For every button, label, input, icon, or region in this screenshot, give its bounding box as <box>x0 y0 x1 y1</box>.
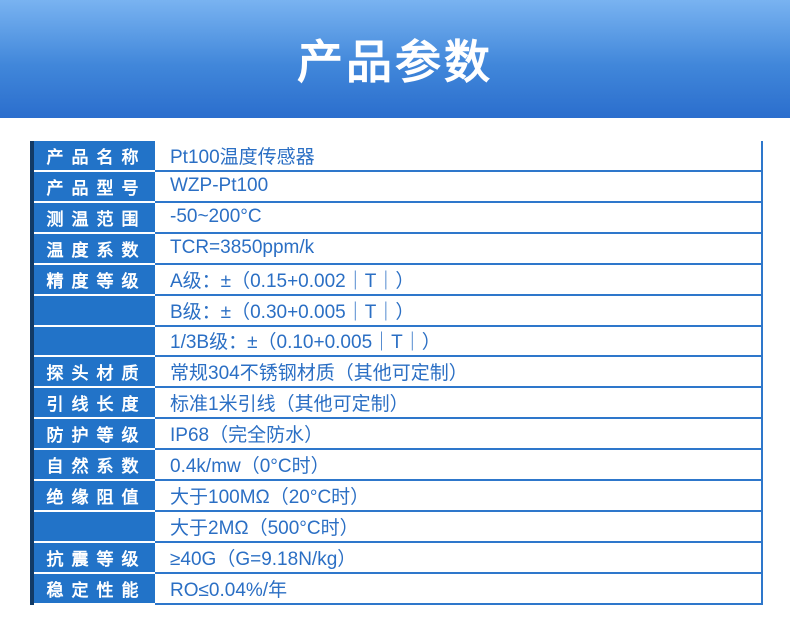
spec-value-cell: IP68（完全防水） <box>155 419 763 451</box>
table-row: 防护等级 IP68（完全防水） <box>30 419 763 451</box>
spec-label-cell: 温度系数 <box>30 233 155 263</box>
table-row: 1/3B级：±（0.10+0.005｜T｜） <box>30 326 763 358</box>
spec-label-cell: 测温范围 <box>30 202 155 232</box>
spec-value-cell: 大于2MΩ（500°C时） <box>155 512 763 543</box>
spec-label-cell <box>30 512 155 541</box>
table-right-border <box>761 141 763 605</box>
spec-label-cell: 精度等级 <box>30 264 155 294</box>
spec-label-cell <box>30 295 155 325</box>
spec-value-cell: WZP-Pt100 <box>155 172 763 203</box>
table-row: 产品名称 Pt100温度传感器 <box>30 141 763 172</box>
table-row: 探头材质 常规304不锈钢材质（其他可定制） <box>30 357 763 389</box>
spec-value-cell: Pt100温度传感器 <box>155 141 763 172</box>
table-row: 精度等级 A级：±（0.15+0.002｜T｜） <box>30 264 763 296</box>
spec-value-cell: RO≤0.04%/年 <box>155 574 763 605</box>
spec-label-cell: 绝缘阻值 <box>30 481 155 511</box>
spec-label-cell: 自然系数 <box>30 450 155 480</box>
spec-value-cell: B级：±（0.30+0.005｜T｜） <box>155 296 763 327</box>
spec-label-cell: 防护等级 <box>30 419 155 449</box>
page-title: 产品参数 <box>297 36 493 88</box>
table-row: 引线长度 标准1米引线（其他可定制） <box>30 388 763 420</box>
table-left-accent-bar <box>30 141 34 605</box>
table-row: 稳定性能 RO≤0.04%/年 <box>30 573 763 605</box>
spec-label-cell: 探头材质 <box>30 357 155 387</box>
spec-label-cell: 产品型号 <box>30 171 155 201</box>
spec-label-cell <box>30 326 155 356</box>
table-row: 大于2MΩ（500°C时） <box>30 512 763 543</box>
spec-label-cell: 产品名称 <box>30 141 155 170</box>
spec-value-cell: 大于100MΩ（20°C时） <box>155 481 763 513</box>
spec-value-cell: 标准1米引线（其他可定制） <box>155 388 763 420</box>
spec-label-cell: 抗震等级 <box>30 542 155 572</box>
spec-value-cell: 1/3B级：±（0.10+0.005｜T｜） <box>155 327 763 358</box>
header-banner: 产品参数 <box>0 0 790 118</box>
table-row: 抗震等级 ≥40G（G=9.18N/kg） <box>30 542 763 574</box>
table-row: 测温范围 -50~200°C <box>30 202 763 234</box>
spec-label-cell: 稳定性能 <box>30 573 155 603</box>
table-row: 温度系数 TCR=3850ppm/k <box>30 233 763 265</box>
table-row: 绝缘阻值 大于100MΩ（20°C时） <box>30 481 763 513</box>
spec-value-cell: A级：±（0.15+0.002｜T｜） <box>155 265 763 296</box>
table-row: 产品型号 WZP-Pt100 <box>30 171 763 203</box>
spec-value-cell: -50~200°C <box>155 203 763 234</box>
spec-table: 产品名称 Pt100温度传感器 产品型号 WZP-Pt100 测温范围 -50~… <box>30 141 763 605</box>
spec-value-cell: 常规304不锈钢材质（其他可定制） <box>155 357 763 389</box>
spec-value-cell: TCR=3850ppm/k <box>155 234 763 265</box>
spec-label-cell: 引线长度 <box>30 388 155 418</box>
table-row: 自然系数 0.4k/mw（0°C时） <box>30 450 763 482</box>
spec-value-cell: ≥40G（G=9.18N/kg） <box>155 543 763 574</box>
table-row: B级：±（0.30+0.005｜T｜） <box>30 295 763 327</box>
spec-value-cell: 0.4k/mw（0°C时） <box>155 450 763 482</box>
